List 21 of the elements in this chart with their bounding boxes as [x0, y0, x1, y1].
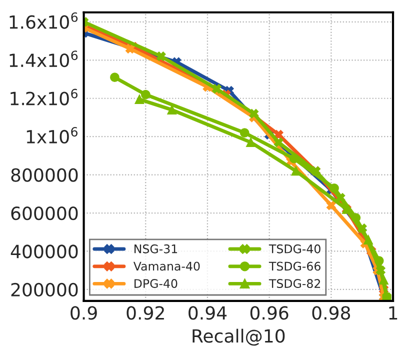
legend-label: TSDG-82: [268, 279, 320, 288]
y-tick-label: 1x10$^{6}$: [26, 127, 78, 144]
y-tick-label: 800000: [11, 168, 78, 182]
legend-label: TSDG-66: [268, 262, 320, 271]
x-tick-label: 1: [389, 306, 398, 320]
y-tick-label: 400000: [10, 244, 78, 258]
x-tick-label: 0.98: [312, 306, 350, 320]
x-tick-label: 0.96: [250, 306, 288, 320]
legend-label: DPG-40: [134, 279, 178, 288]
x-axis-title: Recall@10: [192, 328, 285, 346]
legend-label: NSG-31: [134, 244, 178, 254]
x-tick-label: 0.92: [126, 306, 164, 320]
x-tick-label: 0.94: [188, 306, 227, 320]
x-tick-label: 0.9: [70, 306, 97, 320]
legend-label: Vamana-40: [133, 262, 200, 271]
y-tick-label: 600000: [11, 206, 78, 220]
y-tick-label: 200000: [11, 282, 78, 297]
legend-label: TSDG-40: [268, 244, 320, 254]
y-tick-label: 1.4x10$^{6}$: [10, 50, 78, 68]
y-tick-label: 1.6x10$^{6}$: [10, 12, 78, 29]
y-tick-label: 1.2x10$^{6}$: [10, 88, 78, 106]
